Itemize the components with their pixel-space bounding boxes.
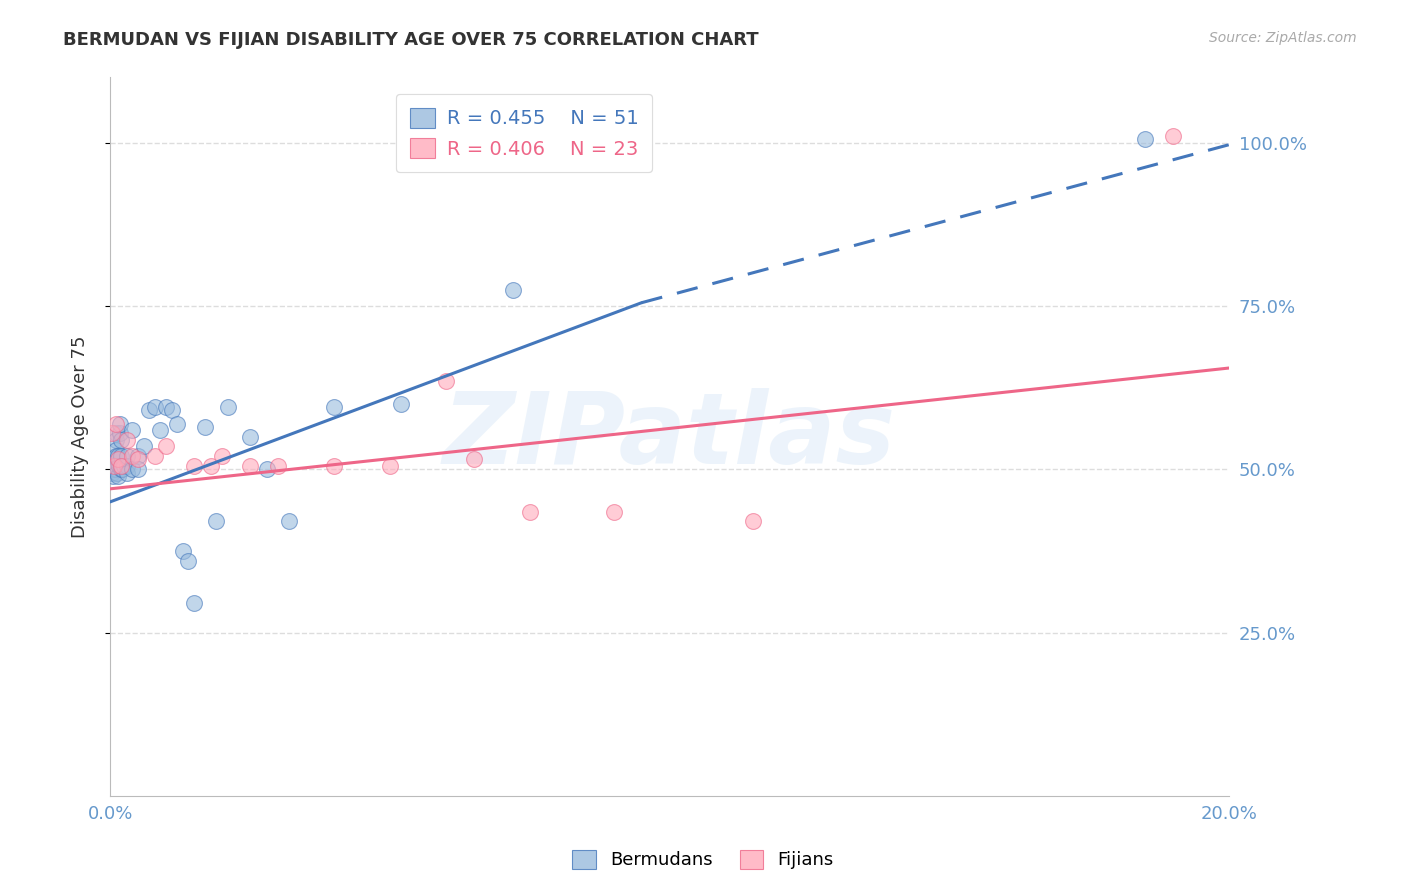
Point <box>121 462 143 476</box>
Point <box>110 462 132 476</box>
Point <box>256 462 278 476</box>
Point <box>172 544 194 558</box>
Point <box>143 401 166 415</box>
Point <box>742 515 765 529</box>
Point <box>115 458 138 473</box>
Point <box>107 449 129 463</box>
Point <box>107 452 129 467</box>
Text: BERMUDAN VS FIJIAN DISABILITY AGE OVER 75 CORRELATION CHART: BERMUDAN VS FIJIAN DISABILITY AGE OVER 7… <box>63 31 759 49</box>
Point <box>155 439 177 453</box>
Point <box>143 449 166 463</box>
Point <box>104 449 127 463</box>
Point <box>177 554 200 568</box>
Point <box>160 403 183 417</box>
Point <box>132 439 155 453</box>
Point <box>389 397 412 411</box>
Point <box>155 401 177 415</box>
Point <box>110 433 132 447</box>
Point <box>101 456 124 470</box>
Point <box>127 452 149 467</box>
Point <box>239 429 262 443</box>
Legend: Bermudans, Fijians: Bermudans, Fijians <box>562 841 844 879</box>
Point <box>115 449 138 463</box>
Point <box>1161 129 1184 144</box>
Point <box>110 449 132 463</box>
Y-axis label: Disability Age Over 75: Disability Age Over 75 <box>72 335 89 538</box>
Point <box>121 449 143 463</box>
Point <box>115 433 138 447</box>
Point <box>322 401 344 415</box>
Point <box>108 417 131 431</box>
Point <box>108 426 131 441</box>
Point <box>112 458 135 473</box>
Point <box>103 458 125 473</box>
Point <box>105 458 128 473</box>
Point <box>115 466 138 480</box>
Point <box>104 426 127 441</box>
Point <box>110 458 132 473</box>
Point <box>103 468 125 483</box>
Point <box>121 423 143 437</box>
Point <box>378 458 401 473</box>
Point <box>434 374 457 388</box>
Legend: R = 0.455    N = 51, R = 0.406    N = 23: R = 0.455 N = 51, R = 0.406 N = 23 <box>396 95 652 172</box>
Point <box>104 417 127 431</box>
Point <box>322 458 344 473</box>
Point <box>105 466 128 480</box>
Point <box>127 449 149 463</box>
Point <box>183 458 205 473</box>
Point <box>278 515 301 529</box>
Point <box>111 462 134 476</box>
Point <box>104 442 127 457</box>
Point <box>217 401 239 415</box>
Point <box>101 426 124 441</box>
Text: Source: ZipAtlas.com: Source: ZipAtlas.com <box>1209 31 1357 45</box>
Point <box>194 419 217 434</box>
Point <box>166 417 188 431</box>
Point <box>1133 132 1156 146</box>
Point <box>502 283 524 297</box>
Point <box>463 452 485 467</box>
Point <box>100 458 122 473</box>
Point <box>519 505 541 519</box>
Point <box>149 423 172 437</box>
Point <box>108 458 131 473</box>
Point <box>183 596 205 610</box>
Point <box>104 433 127 447</box>
Point <box>107 468 129 483</box>
Point <box>211 449 233 463</box>
Point <box>239 458 262 473</box>
Point <box>138 403 160 417</box>
Point <box>101 452 124 467</box>
Point <box>100 466 122 480</box>
Point <box>267 458 290 473</box>
Point <box>205 515 228 529</box>
Point <box>103 458 125 473</box>
Point <box>104 462 127 476</box>
Point <box>127 462 149 476</box>
Point <box>103 462 125 476</box>
Point <box>200 458 222 473</box>
Point <box>602 505 624 519</box>
Text: ZIPatlas: ZIPatlas <box>443 388 896 485</box>
